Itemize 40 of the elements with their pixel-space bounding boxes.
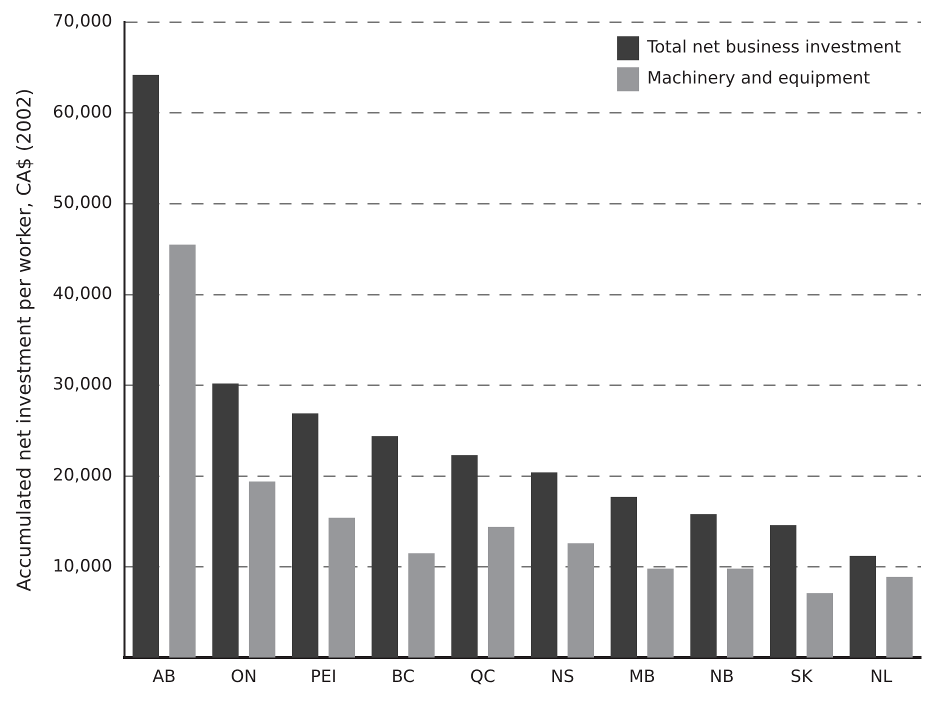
bar [690,514,717,658]
y-tick-label: 40,000 [52,284,112,304]
x-tick-label: NL [870,667,893,688]
y-tick-label: 30,000 [52,374,112,395]
bar [886,576,913,658]
x-tick-label: AB [152,667,176,688]
y-tick-label: 10,000 [52,556,112,576]
bar [169,244,196,658]
bar [132,74,159,658]
bar [647,568,674,658]
x-tick-label: ON [230,667,257,688]
y-tick-label: 70,000 [52,12,112,32]
bar [610,496,638,658]
x-tick-label: NB [710,667,734,688]
y-tick-label: 20,000 [52,465,112,486]
x-tick-label: SK [790,667,814,688]
x-tick-label: BC [392,667,415,688]
bar [292,413,318,658]
y-axis-title: Accumulated net investment per worker, CA$ (2002) [13,88,36,592]
bar [372,436,398,658]
y-tick-label: 50,000 [52,193,112,214]
x-tick-label: PEI [310,667,336,688]
x-tick-label: MB [628,667,656,688]
bar [248,482,276,658]
legend-label: Machinery and equipment [647,68,870,89]
bar [212,383,239,658]
bar [451,455,478,658]
x-tick-label: QC [470,667,496,688]
bar [850,556,876,658]
bar [488,526,514,658]
bar [806,593,834,658]
bar [770,525,796,658]
x-tick-label: NS [550,667,574,688]
bar [530,472,558,658]
legend-label: Total net business investment [646,38,902,58]
bar [408,553,435,658]
y-tick-label: 60,000 [52,102,112,122]
bar [328,518,355,658]
bar [568,543,594,658]
bar [726,568,754,658]
